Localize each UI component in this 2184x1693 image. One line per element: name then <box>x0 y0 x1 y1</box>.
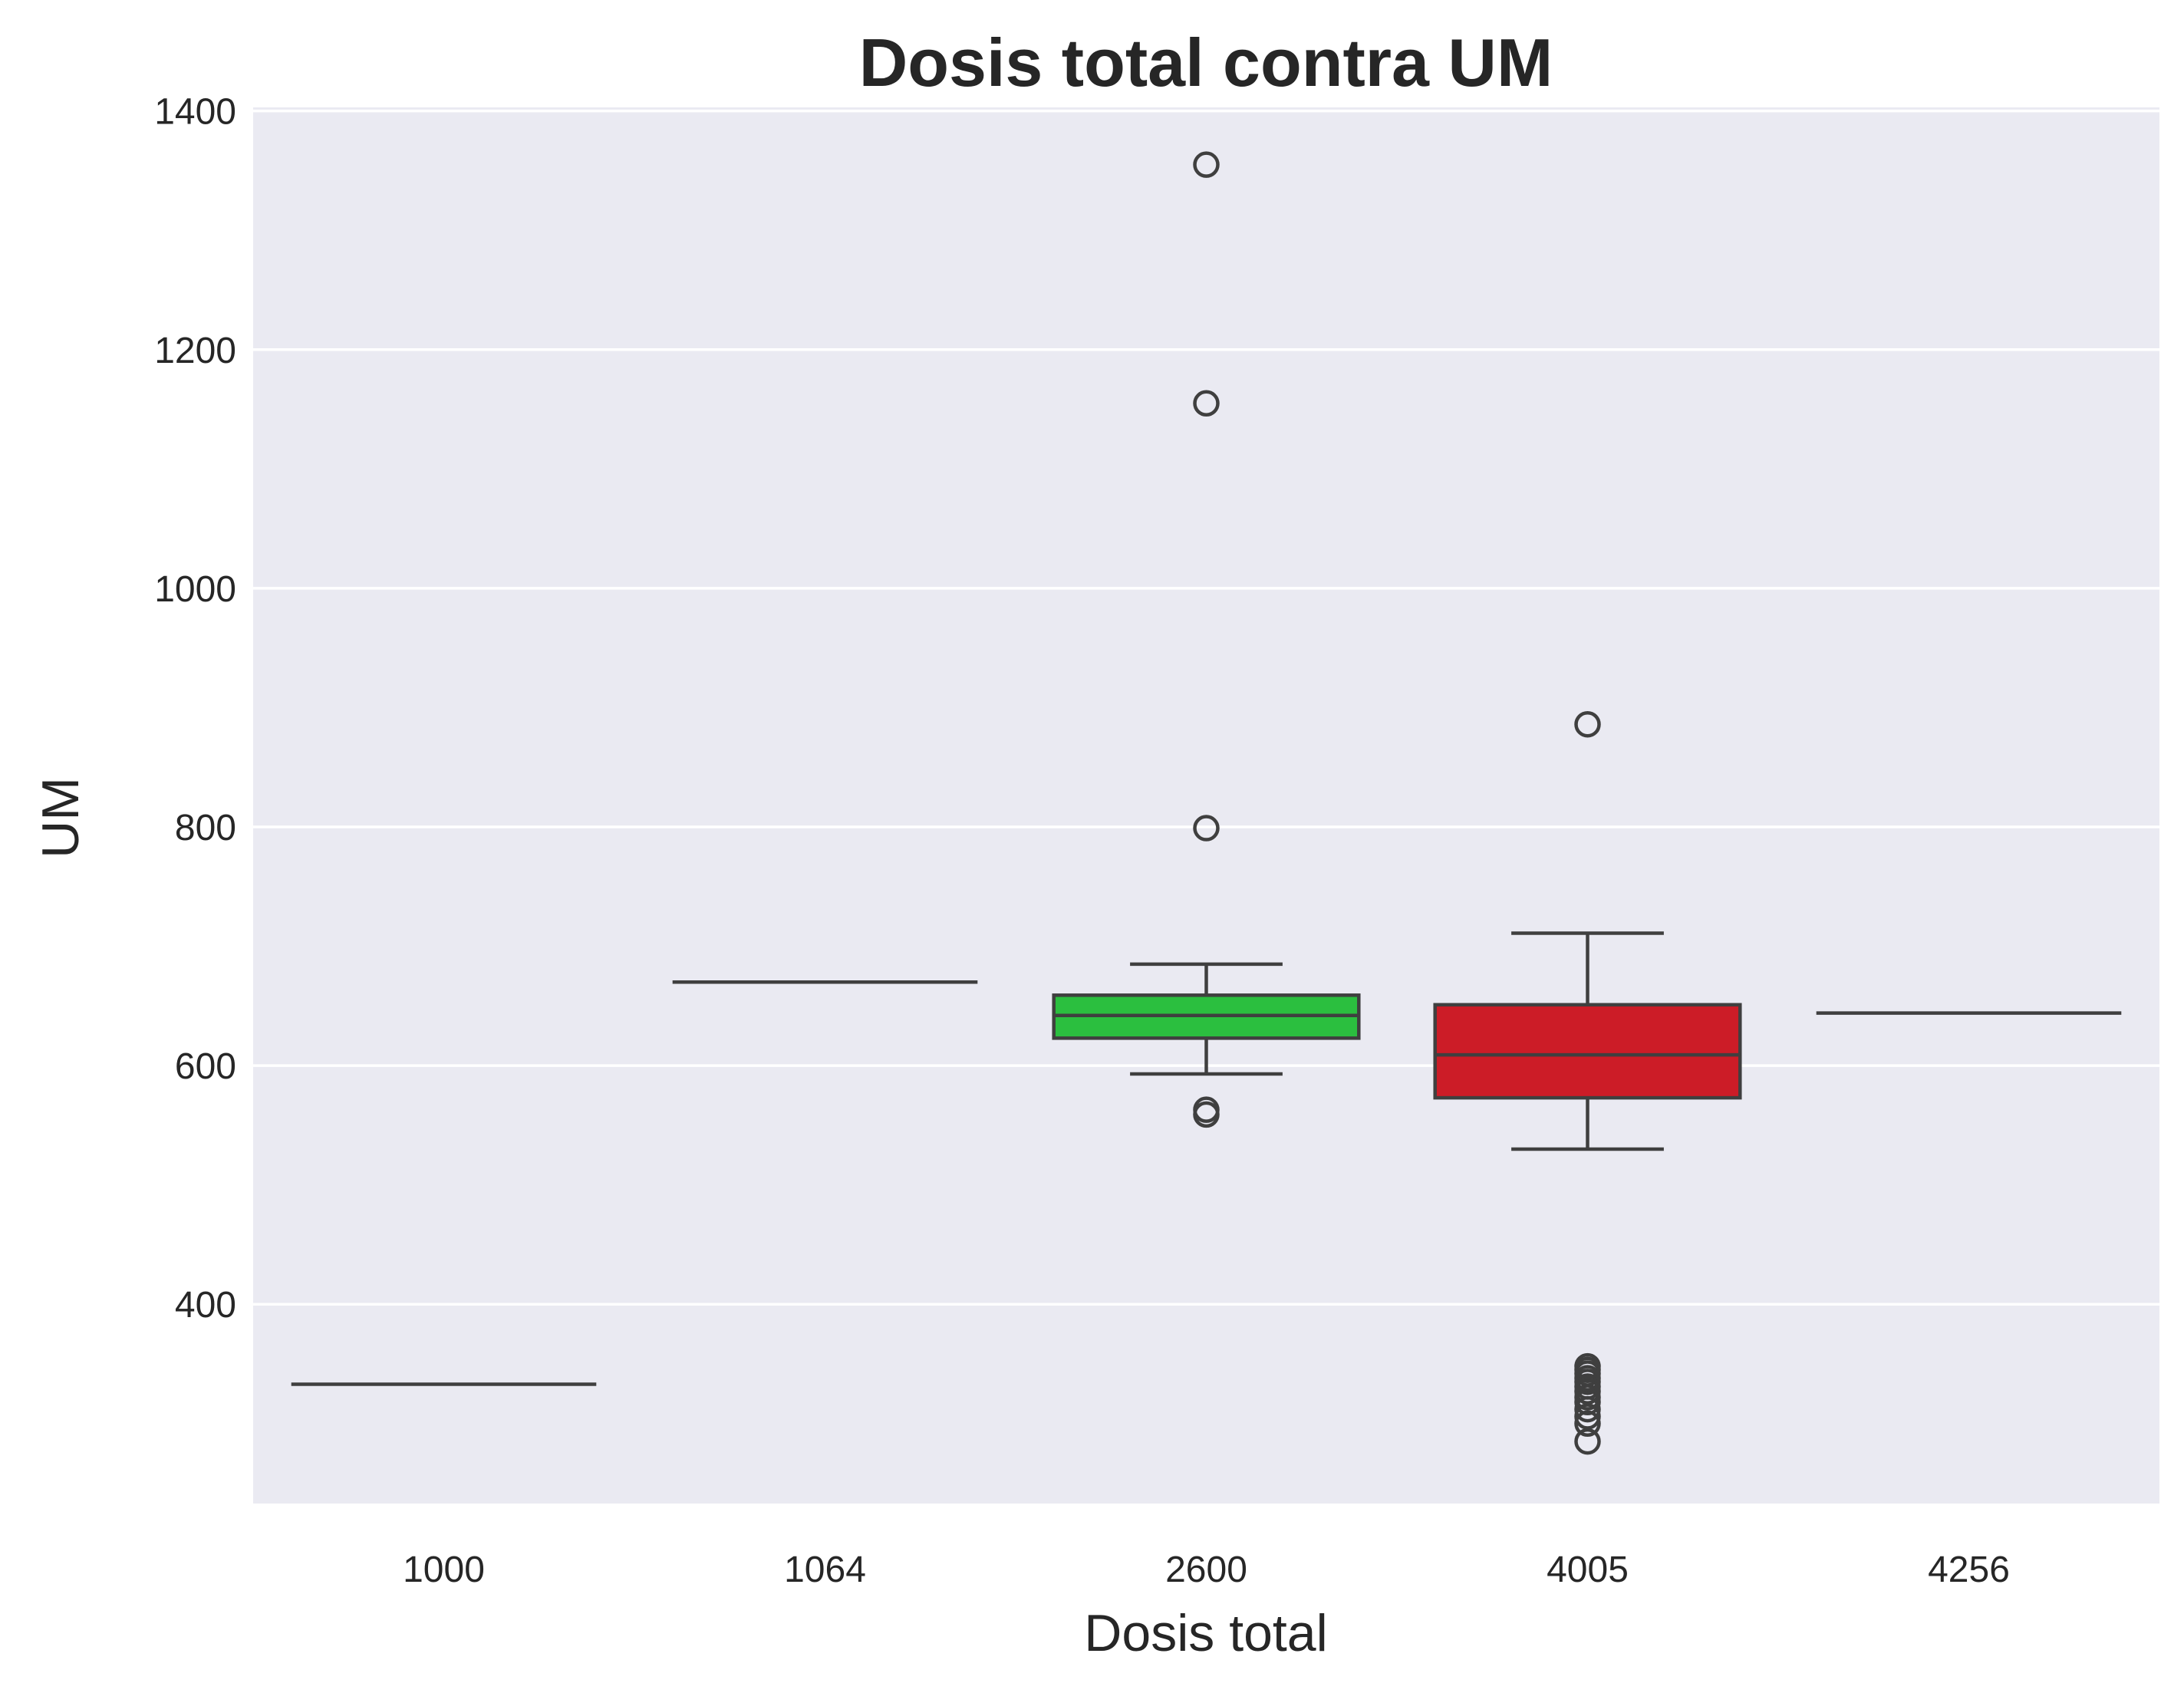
outlier-point-4005-12 <box>1574 1352 1601 1380</box>
y-tick-label-800: 800 <box>175 808 236 848</box>
outlier-point-2600-4 <box>1193 151 1220 178</box>
plot-area <box>253 107 2159 1504</box>
x-tick-label-1000: 1000 <box>403 1550 485 1590</box>
outlier-point-2600-2 <box>1193 815 1220 842</box>
outlier-point-4005-2 <box>1574 1403 1601 1430</box>
y-tick-label-1400: 1400 <box>154 92 236 133</box>
y-tick-label-400: 400 <box>175 1285 236 1326</box>
box-group-4005 <box>1433 710 1742 1455</box>
outlier-point-2600-1 <box>1193 1096 1220 1123</box>
y-tick-label-600: 600 <box>175 1046 236 1087</box>
x-tick-label-4005: 4005 <box>1547 1550 1629 1590</box>
x-tick-labels: 1000 1064 2600 4005 4256 <box>403 1550 2010 1590</box>
y-tick-label-1000: 1000 <box>154 569 236 610</box>
y-tick-label-1200: 1200 <box>154 331 236 371</box>
outlier-point-4005-13 <box>1574 710 1601 738</box>
x-tick-label-4256: 4256 <box>1928 1550 2010 1590</box>
box-group-2600 <box>1052 151 1361 1128</box>
x-axis-label: Dosis total <box>1084 1604 1327 1662</box>
boxes-layer <box>291 151 2122 1455</box>
outlier-point-2600-3 <box>1193 390 1220 417</box>
x-tick-label-1064: 1064 <box>784 1550 866 1590</box>
chart-title: Dosis total contra UM <box>859 25 1553 100</box>
y-tick-labels: 400 600 800 1000 1200 1400 <box>154 92 236 1326</box>
x-tick-label-2600: 2600 <box>1165 1550 1247 1590</box>
y-axis-label: UM <box>31 777 90 858</box>
outlier-point-4005-0 <box>1574 1428 1601 1455</box>
box-4005 <box>1433 1003 1742 1100</box>
